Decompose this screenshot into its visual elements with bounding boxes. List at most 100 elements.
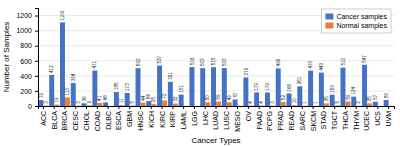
data-label: 510 bbox=[341, 57, 346, 65]
bar bbox=[119, 105, 124, 106]
tick-mark bbox=[35, 91, 38, 92]
tick: 600 bbox=[20, 58, 38, 65]
tick: 400 bbox=[20, 73, 38, 80]
tick-mark bbox=[280, 106, 281, 109]
tick-mark bbox=[54, 106, 55, 109]
data-label: 179 bbox=[254, 82, 259, 90]
bar bbox=[76, 105, 81, 106]
data-label: 151 bbox=[179, 85, 184, 93]
tick-label: 0 bbox=[28, 103, 32, 110]
tick: LUAD bbox=[212, 106, 219, 130]
data-label: 379 bbox=[243, 67, 248, 75]
data-label: 48 bbox=[103, 95, 108, 101]
tick-label: 200 bbox=[20, 88, 32, 95]
tick-label: 1000 bbox=[16, 27, 32, 34]
legend: Cancer samplesNormal samples bbox=[321, 9, 391, 33]
tick: PRAD bbox=[277, 106, 284, 130]
bar bbox=[65, 97, 70, 106]
data-label: 4 bbox=[248, 101, 253, 104]
tick: UCS bbox=[374, 106, 381, 126]
tick-mark bbox=[43, 106, 44, 109]
tick-mark bbox=[269, 106, 270, 109]
tick-mark bbox=[75, 106, 76, 109]
bar bbox=[108, 106, 113, 107]
data-label: 499 bbox=[276, 58, 281, 66]
tick: LUSC bbox=[223, 106, 230, 130]
bar bbox=[151, 104, 156, 106]
tick-mark bbox=[108, 106, 109, 109]
tick-label: KIRC bbox=[159, 111, 166, 128]
bar bbox=[205, 102, 210, 106]
data-label: 185 bbox=[114, 82, 119, 90]
data-label: 503 bbox=[200, 58, 205, 66]
tick-label: 400 bbox=[20, 73, 32, 80]
data-label: 9 bbox=[87, 100, 92, 103]
data-label: 502 bbox=[136, 58, 141, 66]
y-axis: 0 200 400 600 800 1000 1200 bbox=[16, 9, 38, 110]
data-label: 1109 bbox=[60, 10, 65, 20]
tick: 200 bbox=[20, 88, 38, 95]
tick-label: LUSC bbox=[223, 111, 230, 130]
data-label: 166 bbox=[287, 83, 292, 91]
data-label: 52 bbox=[281, 95, 286, 101]
tick-mark bbox=[259, 106, 260, 109]
data-label: 3 bbox=[270, 101, 275, 104]
tick-label: CHOL bbox=[83, 111, 90, 131]
data-label: 321 bbox=[168, 72, 173, 80]
tick-label: UVM bbox=[385, 111, 392, 127]
tick-label: TGCT bbox=[331, 110, 338, 130]
data-label: 32 bbox=[173, 96, 178, 102]
bar bbox=[130, 105, 135, 106]
bar bbox=[345, 102, 350, 106]
tick-mark bbox=[140, 106, 141, 109]
tick-mark bbox=[345, 106, 346, 109]
bar bbox=[356, 105, 361, 106]
tick-mark bbox=[35, 46, 38, 47]
tick-mark bbox=[237, 106, 238, 109]
bar bbox=[157, 66, 162, 106]
data-label: 36 bbox=[82, 96, 87, 102]
tick-mark bbox=[129, 106, 130, 109]
data-label: 79 bbox=[39, 92, 44, 98]
tick-label: 1200 bbox=[16, 12, 32, 19]
tick: STAD bbox=[320, 106, 327, 129]
tick-label: KIRP bbox=[169, 111, 176, 128]
tick-label: 800 bbox=[20, 42, 32, 49]
tick-mark bbox=[367, 106, 368, 109]
data-label: 304 bbox=[71, 73, 76, 81]
data-label: 124 bbox=[351, 87, 356, 95]
legend-swatch bbox=[325, 23, 333, 29]
tick: TGCT bbox=[331, 106, 338, 130]
bar bbox=[308, 71, 313, 106]
tick-mark bbox=[183, 106, 184, 109]
tick: KIRP bbox=[169, 106, 176, 127]
tick-mark bbox=[86, 106, 87, 109]
tick-mark bbox=[151, 106, 152, 109]
tick-mark bbox=[216, 106, 217, 109]
tick-mark bbox=[356, 106, 357, 109]
tick-label: BLCA bbox=[51, 111, 58, 130]
tick-label: LHC bbox=[202, 111, 209, 125]
bar bbox=[140, 103, 145, 106]
tick-mark bbox=[205, 106, 206, 109]
data-label: 443 bbox=[319, 62, 324, 70]
data-label: 44 bbox=[141, 95, 146, 101]
bar bbox=[216, 102, 221, 106]
data-label: 412 bbox=[49, 65, 54, 73]
tick-label: CESC bbox=[72, 111, 79, 130]
tick-label: ACC bbox=[40, 111, 47, 126]
tick: THYM bbox=[353, 106, 360, 131]
tick-mark bbox=[64, 106, 65, 109]
bar bbox=[179, 95, 184, 106]
tick-label: THCA bbox=[342, 111, 349, 130]
tick: PCPG bbox=[266, 106, 273, 131]
tick: 800 bbox=[20, 42, 38, 49]
legend-swatch bbox=[325, 14, 333, 20]
bar bbox=[233, 99, 238, 106]
data-label: 2 bbox=[356, 101, 361, 104]
tick: DLBC bbox=[105, 106, 112, 130]
tick: SKCM bbox=[310, 106, 317, 131]
data-label: 503 bbox=[222, 58, 227, 66]
tick: OV bbox=[245, 106, 252, 121]
tick-label: STAD bbox=[320, 111, 327, 129]
